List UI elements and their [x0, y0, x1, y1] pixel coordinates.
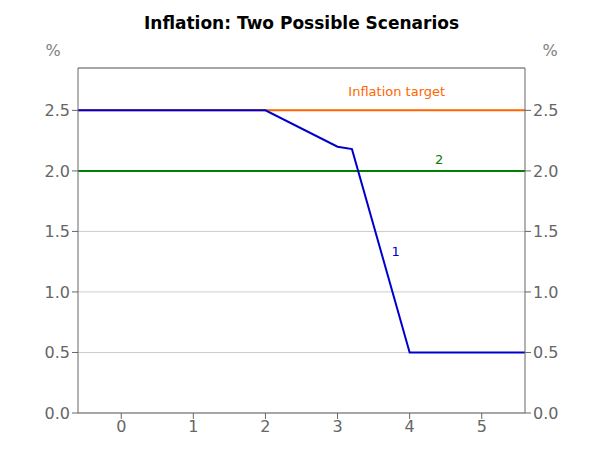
svg-text:2.0: 2.0: [533, 162, 558, 181]
svg-text:0.0: 0.0: [533, 404, 558, 423]
svg-text:1.5: 1.5: [533, 222, 558, 241]
svg-text:2: 2: [260, 417, 270, 436]
svg-text:4: 4: [405, 417, 415, 436]
svg-text:1: 1: [392, 244, 400, 259]
svg-text:1.0: 1.0: [533, 283, 558, 302]
svg-text:Inflation target: Inflation target: [348, 84, 445, 99]
svg-text:0.5: 0.5: [45, 343, 70, 362]
svg-text:5: 5: [477, 417, 487, 436]
svg-text:2.5: 2.5: [45, 101, 70, 120]
svg-text:2: 2: [435, 152, 443, 167]
svg-text:2.5: 2.5: [533, 101, 558, 120]
svg-text:1.5: 1.5: [45, 222, 70, 241]
svg-text:1: 1: [188, 417, 198, 436]
svg-text:1.0: 1.0: [45, 283, 70, 302]
svg-text:0.5: 0.5: [533, 343, 558, 362]
svg-text:0.0: 0.0: [45, 404, 70, 423]
svg-text:%: %: [542, 41, 557, 60]
svg-text:%: %: [45, 41, 60, 60]
svg-text:3: 3: [332, 417, 342, 436]
svg-text:2.0: 2.0: [45, 162, 70, 181]
html-text:Inflation: Two Possible Scenar: Inflation: Two Possible Scenarios: [144, 13, 459, 33]
svg-text:0: 0: [116, 417, 126, 436]
